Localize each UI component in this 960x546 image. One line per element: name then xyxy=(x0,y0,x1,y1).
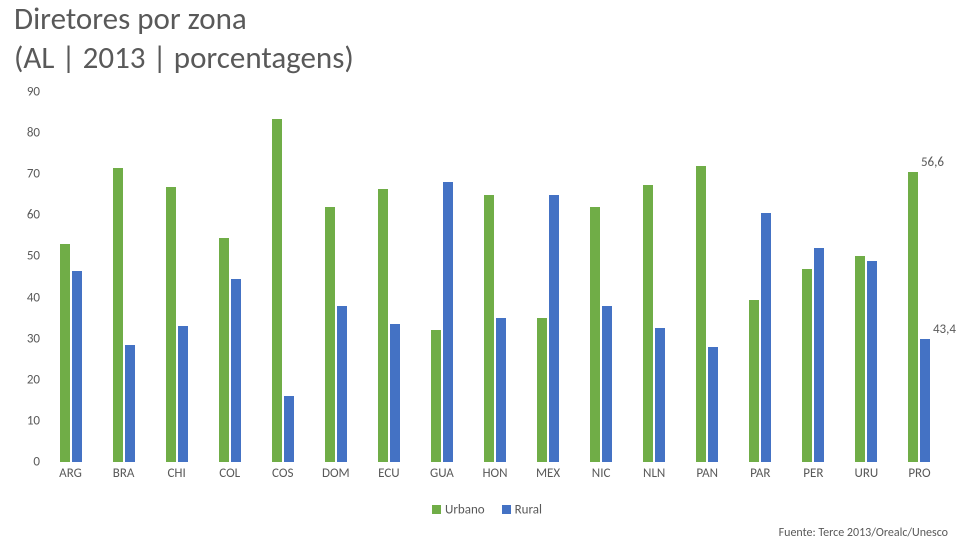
bar-rural xyxy=(761,213,771,462)
bar-rural xyxy=(814,248,824,462)
bar-rural xyxy=(602,306,612,462)
bar-rural xyxy=(178,326,188,462)
bar-urbano xyxy=(431,330,441,462)
x-tick: URU xyxy=(855,466,879,481)
bar-rural xyxy=(549,195,559,462)
source-text: Fuente: Terce 2013/Orealc/Unesco xyxy=(779,526,948,540)
bar-urbano xyxy=(378,189,388,462)
value-label-rural: 43,4 xyxy=(933,322,956,337)
value-label-urbano: 56,6 xyxy=(921,155,944,170)
y-tick: 50 xyxy=(14,249,40,264)
y-tick: 70 xyxy=(14,167,40,182)
bar-urbano xyxy=(166,187,176,462)
x-tick: DOM xyxy=(322,466,350,481)
bar-urbano xyxy=(643,185,653,463)
bar-urbano xyxy=(855,256,865,462)
x-tick: COS xyxy=(272,466,293,481)
x-tick: CHI xyxy=(167,466,185,481)
x-tick: ECU xyxy=(378,466,399,481)
x-tick: COL xyxy=(219,466,240,481)
bar-urbano xyxy=(590,207,600,462)
bar-rural xyxy=(72,271,82,462)
x-tick: PER xyxy=(803,466,823,481)
bar-urbano xyxy=(60,244,70,462)
bar-rural xyxy=(443,182,453,462)
y-tick: 30 xyxy=(14,331,40,346)
bar-urbano xyxy=(802,269,812,462)
bar-rural xyxy=(125,345,135,462)
bar-urbano xyxy=(272,119,282,462)
bar-urbano xyxy=(749,300,759,462)
plot-area: 56,643,4 xyxy=(44,92,946,462)
bar-urbano xyxy=(113,168,123,462)
x-tick: MEX xyxy=(536,466,560,481)
bar-urbano xyxy=(696,166,706,462)
x-tick: BRA xyxy=(113,466,135,481)
x-tick: ARG xyxy=(59,466,82,481)
x-tick: GUA xyxy=(430,466,454,481)
y-tick: 0 xyxy=(14,455,40,470)
y-tick: 90 xyxy=(14,85,40,100)
bar-urbano xyxy=(484,195,494,462)
legend-label-urbano: Urbano xyxy=(445,502,485,517)
bar-urbano xyxy=(537,318,547,462)
legend-swatch-urbano xyxy=(432,505,441,514)
y-tick: 40 xyxy=(14,290,40,305)
x-tick: PRO xyxy=(908,466,930,481)
chart: 56,643,4 0102030405060708090 ARGBRACHICO… xyxy=(14,92,946,492)
legend-swatch-rural xyxy=(502,505,511,514)
title-line2: (AL | 2013 | porcentagens) xyxy=(14,39,354,77)
y-tick: 60 xyxy=(14,208,40,223)
x-tick: PAR xyxy=(750,466,770,481)
bar-rural xyxy=(337,306,347,462)
legend: Urbano Rural xyxy=(0,502,960,517)
y-tick: 10 xyxy=(14,413,40,428)
bar-rural xyxy=(867,261,877,462)
bar-rural xyxy=(284,396,294,462)
x-tick: HON xyxy=(482,466,507,481)
bar-rural xyxy=(920,339,930,462)
legend-label-rural: Rural xyxy=(515,502,542,517)
bar-rural xyxy=(655,328,665,462)
bar-urbano xyxy=(908,172,918,462)
bar-rural xyxy=(390,324,400,462)
bar-rural xyxy=(708,347,718,462)
x-axis-labels: ARG BRA CHI COL COS DOM ECU GUA HON MEX NIC NLN PAN P… xyxy=(44,466,946,486)
x-tick: PAN xyxy=(696,466,718,481)
x-tick: NLN xyxy=(643,466,665,481)
bar-rural xyxy=(231,279,241,462)
x-tick: NIC xyxy=(592,466,611,481)
y-tick: 80 xyxy=(14,126,40,141)
chart-title: Diretores por zona (AL | 2013 | porcenta… xyxy=(14,0,354,78)
bar-urbano xyxy=(325,207,335,462)
title-line1: Diretores por zona xyxy=(14,0,247,38)
bar-urbano xyxy=(219,238,229,462)
y-tick: 20 xyxy=(14,372,40,387)
bar-rural xyxy=(496,318,506,462)
